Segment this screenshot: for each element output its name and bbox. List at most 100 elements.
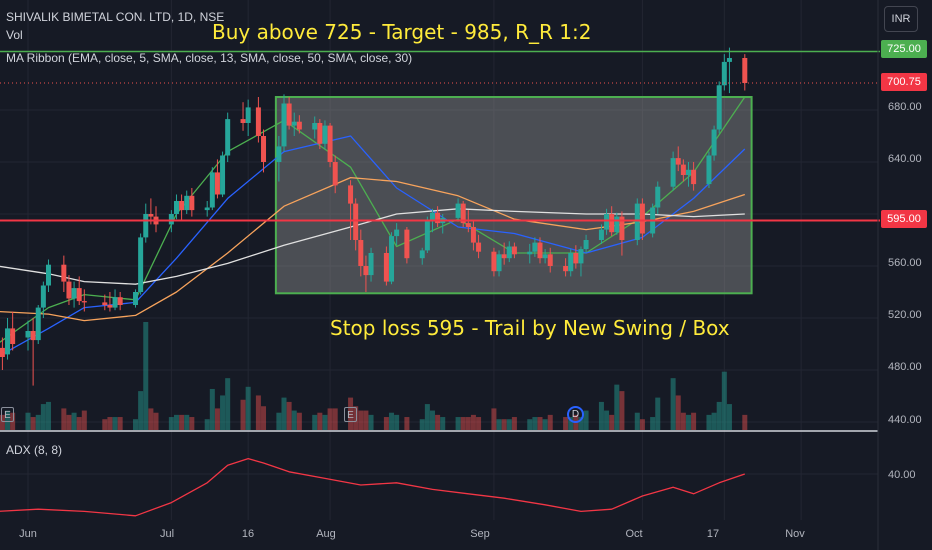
volume-bar xyxy=(255,395,261,430)
time-tick: Sep xyxy=(470,528,490,540)
candle-body xyxy=(276,146,282,162)
candle-body xyxy=(71,288,77,299)
candle-body xyxy=(363,266,369,276)
volume-bars xyxy=(0,322,748,430)
volume-bar xyxy=(460,417,466,430)
volume-bar xyxy=(138,391,144,430)
volume-bar xyxy=(240,399,246,430)
candle-body xyxy=(30,331,36,341)
candle-body xyxy=(542,254,548,259)
time-tick: Nov xyxy=(785,528,805,540)
candle-body xyxy=(435,212,441,224)
candle-body xyxy=(527,251,533,255)
dividend-marker[interactable]: D xyxy=(567,406,584,423)
volume-bar xyxy=(706,414,712,430)
volume-bar xyxy=(368,414,374,430)
candle-body xyxy=(148,214,154,217)
volume-bar xyxy=(81,410,87,430)
candle-body xyxy=(348,185,354,204)
volume-bar xyxy=(276,412,282,430)
candle-body xyxy=(209,172,215,208)
candle-body xyxy=(675,158,681,165)
candle-body xyxy=(296,121,302,130)
price-tick: 680.00 xyxy=(888,101,922,113)
candle-body xyxy=(332,162,338,186)
volume-bar xyxy=(45,401,51,430)
volume-bar xyxy=(465,417,471,430)
volume-bar xyxy=(742,414,748,430)
volume-bar xyxy=(455,417,461,430)
ma-line xyxy=(0,135,746,357)
candle-body xyxy=(317,123,323,144)
volume-bar xyxy=(291,410,297,430)
volume-bar xyxy=(470,414,476,430)
candle-body xyxy=(419,250,425,259)
candle-body xyxy=(261,136,267,162)
candle-body xyxy=(496,254,502,272)
volume-bar xyxy=(61,408,67,430)
earnings-marker[interactable]: E xyxy=(1,407,14,422)
candle-body xyxy=(173,201,179,214)
volume-bar xyxy=(435,414,441,430)
symbol-title: SHIVALIK BIMETAL CON. LTD, 1D, NSE xyxy=(6,10,225,24)
candle-body xyxy=(583,240,589,250)
volume-bar xyxy=(563,417,569,430)
candle-body xyxy=(639,203,645,234)
candle-body xyxy=(573,253,579,264)
time-tick: 17 xyxy=(706,528,720,540)
volume-bar xyxy=(66,414,72,430)
candle-body xyxy=(614,216,620,233)
candle-body xyxy=(465,223,471,227)
volume-bar xyxy=(685,414,691,430)
candle-body xyxy=(35,307,41,341)
candle-body xyxy=(563,266,569,272)
candle-body xyxy=(429,212,435,221)
candle-body xyxy=(245,107,251,123)
volume-bar xyxy=(261,406,267,430)
candle-body xyxy=(455,203,461,218)
candle-body xyxy=(358,240,364,266)
candle-body xyxy=(281,103,287,147)
time-tick: Jun xyxy=(19,528,37,540)
volume-bar xyxy=(25,412,31,430)
candle-body xyxy=(45,264,51,286)
time-tick: 16 xyxy=(241,528,255,540)
volume-bar xyxy=(189,417,195,430)
candle-body xyxy=(353,203,359,240)
candle-body xyxy=(721,61,727,86)
volume-bar xyxy=(220,395,226,430)
volume-bar xyxy=(383,417,389,430)
adx-line xyxy=(0,457,746,517)
volume-bar xyxy=(491,408,497,430)
volume-bar xyxy=(389,412,395,430)
candle-body xyxy=(609,214,615,233)
candle-body xyxy=(685,169,691,175)
earnings-marker[interactable]: E xyxy=(344,407,357,422)
volume-bar xyxy=(286,401,292,430)
volume-bar xyxy=(214,408,220,430)
candle-body xyxy=(189,195,195,211)
currency-button[interactable]: INR xyxy=(884,6,918,32)
candle-body xyxy=(184,195,190,211)
volume-bar xyxy=(133,419,139,430)
volume-bar xyxy=(675,395,681,430)
volume-bar xyxy=(281,397,287,430)
candle-body xyxy=(404,229,410,259)
candle-body xyxy=(578,249,584,264)
candle-body xyxy=(286,103,292,126)
volume-bar xyxy=(204,419,210,430)
volume-bar xyxy=(168,417,174,430)
volume-bar xyxy=(726,404,732,430)
volume-bar xyxy=(532,417,538,430)
candle-body xyxy=(61,264,67,282)
volume-bar xyxy=(716,401,722,430)
candle-body xyxy=(424,220,430,251)
candle-body xyxy=(460,203,466,224)
volume-bar xyxy=(568,417,574,430)
candle-body xyxy=(726,58,732,62)
volume-bar xyxy=(112,417,118,430)
candle-body xyxy=(680,164,686,175)
ma-ribbon-legend: MA Ribbon (EMA, close, 5, SMA, close, 13… xyxy=(6,51,413,65)
price-tick: 480.00 xyxy=(888,361,922,373)
